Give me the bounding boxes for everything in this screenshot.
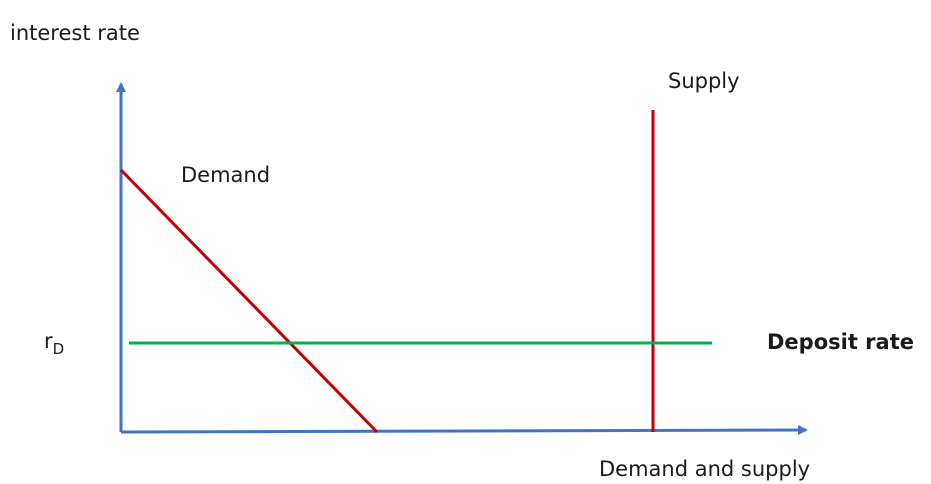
- rate-subscript: D: [53, 340, 65, 358]
- rate-symbol: r: [44, 329, 53, 353]
- demand-curve: [119, 168, 379, 434]
- x-axis-label: Demand and supply: [599, 457, 810, 481]
- rate-symbol-label: rD: [44, 329, 64, 358]
- x-axis: [120, 425, 808, 436]
- y-axis-label: interest rate: [10, 21, 140, 45]
- supply-label: Supply: [668, 69, 740, 93]
- deposit-rate-label: Deposit rate: [767, 330, 914, 354]
- demand-label: Demand: [181, 163, 270, 187]
